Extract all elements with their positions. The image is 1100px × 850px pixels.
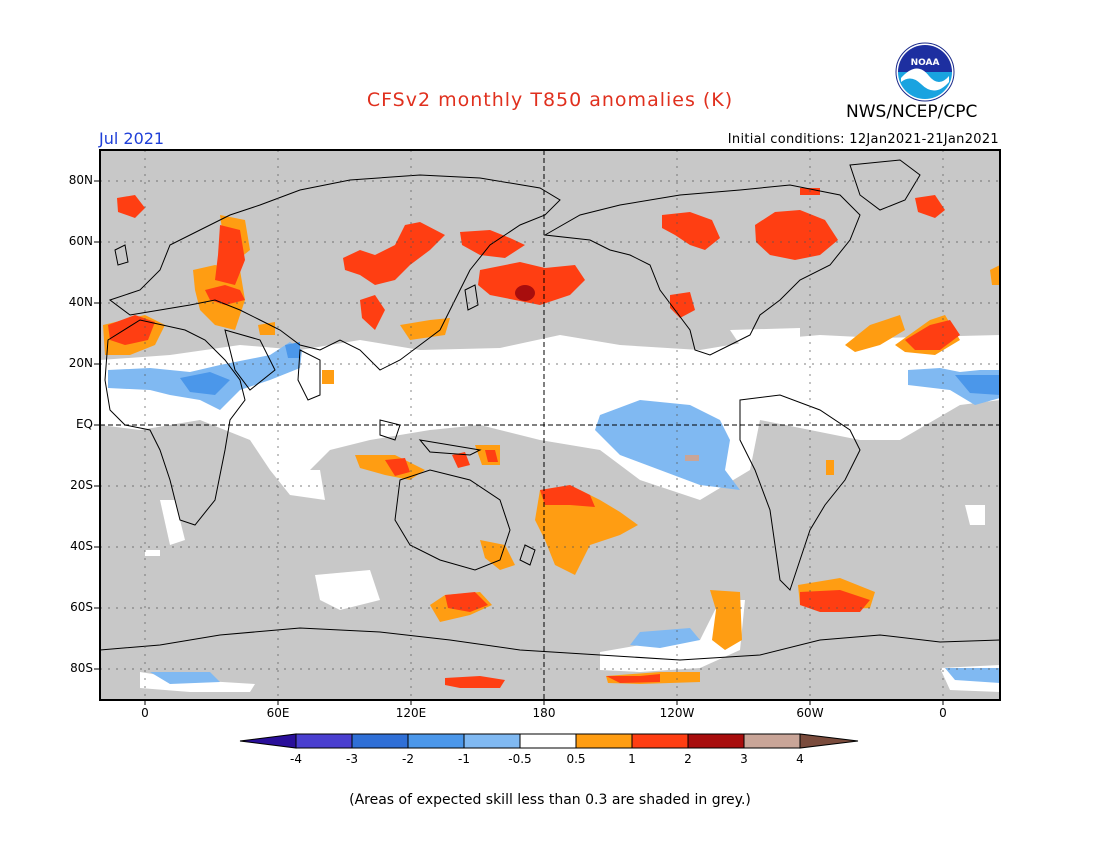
noaa-logo: NOAA [895,42,955,102]
colorbar-tick: 4 [796,752,804,766]
very-strong-positive-anomaly [515,285,535,301]
lat-label-60s: 60S [70,600,93,614]
brown-shading [685,455,699,461]
lat-label-60n: 60N [68,234,93,248]
axis-ticks [94,180,944,705]
colorbar-tick: -1 [458,752,470,766]
skill-footnote: (Areas of expected skill less than 0.3 a… [349,792,751,808]
colorbar-tick: 2 [684,752,692,766]
lat-label-20n: 20N [68,356,93,370]
colorbar-tick: -2 [402,752,414,766]
colorbar-tick: 1 [628,752,636,766]
colorbar-tick: 3 [740,752,748,766]
lon-label-60w: 60W [796,706,824,720]
lat-label-40s: 40S [70,539,93,553]
lon-label-60e: 60E [266,706,290,720]
lon-label-120w: 120W [659,706,695,720]
lat-label-eq: EQ [75,417,93,431]
lat-label-80s: 80S [70,661,93,675]
colorbar-tick: 0.5 [566,752,586,766]
graticule [100,150,1000,700]
lon-label-180: 180 [532,706,556,720]
equator-dateline [100,150,1000,700]
negative-anomalies [108,342,1000,684]
colorbar-tick: -3 [346,752,358,766]
lat-label-80n: 80N [68,173,93,187]
forecast-month: Jul 2021 [99,129,165,148]
strong-positive-anomalies [108,188,960,688]
strong-negative-anomalies [180,342,1000,395]
logo-text: NOAA [911,58,940,68]
agency-label: NWS/NCEP/CPC [846,102,978,122]
chart-title: CFSv2 monthly T850 anomalies (K) [366,89,734,111]
lon-label-120e: 120E [395,706,427,720]
lon-label-0-east: 0 [939,706,947,720]
lat-label-20s: 20S [70,478,93,492]
lat-label-40n: 40N [68,295,93,309]
colorbar-tick: -0.5 [508,752,532,766]
colorbar-tick: -4 [290,752,302,766]
initial-conditions: Initial conditions: 12Jan2021-21Jan2021 [727,132,999,147]
lon-label-0: 0 [141,706,149,720]
